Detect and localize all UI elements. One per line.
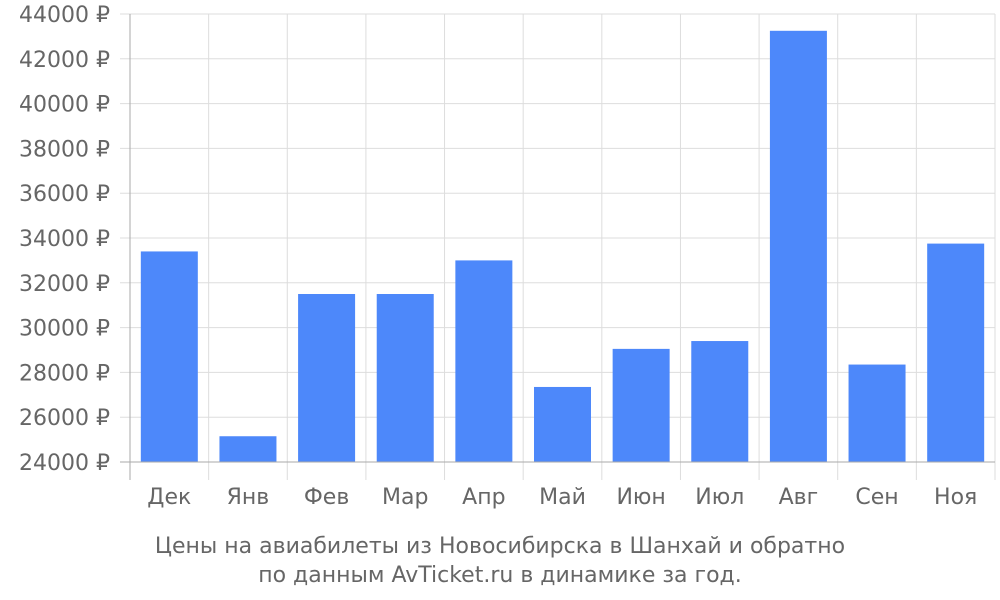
- x-tick-label: Янв: [227, 485, 270, 510]
- x-tick-labels: Дек Янв Фев Мар Апр Май Июн Июл Авг Сен Ноя: [147, 485, 977, 510]
- y-tick-label: 40000 ₽: [19, 93, 110, 118]
- bar-Июл: [691, 341, 749, 462]
- bar-Авг: [769, 30, 827, 463]
- chart-caption-line-1: Цены на авиабилеты из Новосибирска в Шан…: [154, 534, 846, 559]
- bar-Сен: [848, 364, 906, 462]
- x-tick-label: Ноя: [934, 485, 977, 510]
- bar-Апр: [455, 260, 513, 462]
- bar-Мар: [376, 294, 434, 462]
- bar-Янв: [219, 436, 277, 462]
- bars: [140, 30, 985, 463]
- y-tick-label: 44000 ₽: [19, 3, 110, 28]
- x-tick-label: Авг: [779, 485, 819, 510]
- bar-Июн: [612, 348, 670, 462]
- bar-Ноя: [927, 243, 985, 462]
- x-tick-label: Мар: [382, 485, 428, 510]
- x-tick-label: Апр: [462, 485, 505, 510]
- y-tick-label: 34000 ₽: [19, 227, 110, 252]
- chart-caption-line-2: по данным AvTicket.ru в динамике за год.: [258, 563, 742, 588]
- bar-Май: [534, 386, 591, 462]
- x-tick-label: Сен: [855, 485, 898, 510]
- y-tick-label: 24000 ₽: [19, 451, 110, 476]
- bar-Фев: [298, 294, 356, 462]
- x-tick-label: Дек: [147, 485, 191, 510]
- y-tick-label: 28000 ₽: [19, 361, 110, 386]
- axes: [120, 14, 995, 480]
- grid-lines: [120, 13, 996, 480]
- y-tick-label: 42000 ₽: [19, 48, 110, 73]
- y-tick-label: 30000 ₽: [19, 317, 110, 342]
- bar-Дек: [140, 251, 198, 462]
- x-tick-label: Фев: [304, 485, 349, 510]
- y-tick-label: 32000 ₽: [19, 272, 110, 297]
- x-tick-label: Май: [539, 485, 586, 510]
- y-tick-label: 26000 ₽: [19, 406, 110, 431]
- x-tick-label: Июл: [695, 485, 744, 510]
- y-tick-label: 38000 ₽: [19, 137, 110, 162]
- x-tick-label: Июн: [616, 485, 665, 510]
- y-tick-label: 36000 ₽: [19, 182, 110, 207]
- y-tick-labels: 24000 ₽ 26000 ₽ 28000 ₽ 30000 ₽ 32000 ₽ 34000…: [19, 3, 110, 476]
